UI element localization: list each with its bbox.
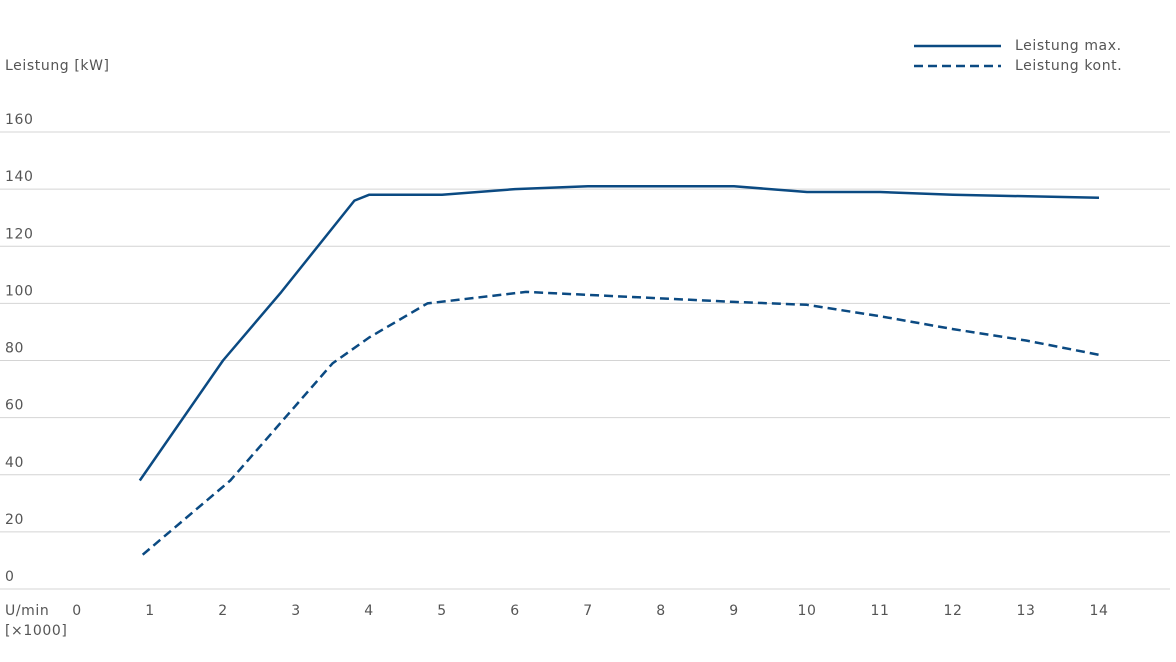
y-tick-label: 120 <box>5 226 34 242</box>
x-tick-label: 1 <box>145 603 155 619</box>
data-line <box>141 290 1100 556</box>
x-tick-label: 5 <box>437 603 447 619</box>
x-tick-label: 10 <box>797 603 816 619</box>
y-tick-label: 60 <box>5 398 24 414</box>
x-tick-label: 13 <box>1016 603 1035 619</box>
y-tick-label: 80 <box>5 341 24 357</box>
legend-label: Leistung kont. <box>1015 58 1122 74</box>
x-tick-label: 8 <box>656 603 666 619</box>
y-tick-label: 40 <box>5 455 24 471</box>
x-tick-label: 9 <box>729 603 739 619</box>
x-tick-label: 12 <box>943 603 962 619</box>
x-tick-label: 2 <box>218 603 228 619</box>
x-tick-label: 11 <box>870 603 889 619</box>
x-axis-unit: [×1000] <box>5 623 67 639</box>
y-tick-label: 140 <box>5 169 34 185</box>
x-tick-label: 0 <box>72 603 82 619</box>
x-axis-title: U/min <box>5 603 49 619</box>
x-tick-label: 14 <box>1089 603 1108 619</box>
legend-label: Leistung max. <box>1015 38 1122 54</box>
y-tick-label: 100 <box>5 283 34 299</box>
x-tick-label: 3 <box>291 603 301 619</box>
y-axis-title: Leistung [kW] <box>5 58 110 74</box>
y-tick-label: 160 <box>5 112 34 128</box>
y-tick-label: 20 <box>5 512 24 528</box>
x-tick-label: 7 <box>583 603 593 619</box>
data-line <box>138 185 1100 482</box>
x-tick-label: 4 <box>364 603 374 619</box>
y-tick-label: 0 <box>5 569 15 585</box>
x-tick-label: 6 <box>510 603 520 619</box>
